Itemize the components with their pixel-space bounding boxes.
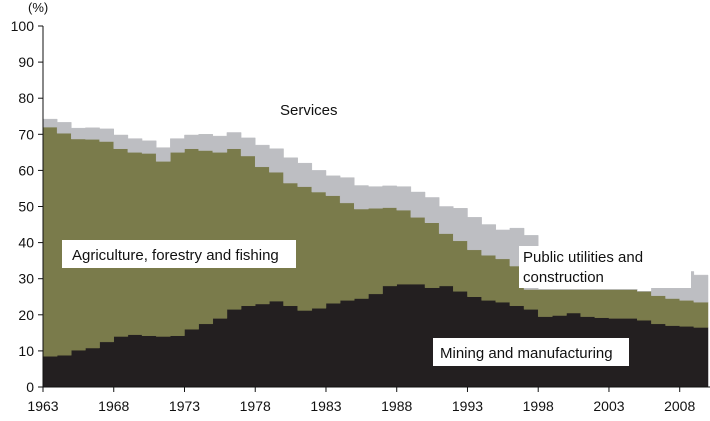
x-tick-label: 1988 bbox=[381, 398, 412, 414]
annotation-utilities-line2: construction bbox=[523, 269, 604, 286]
x-tick-label: 1978 bbox=[240, 398, 271, 414]
x-tick-label: 1973 bbox=[169, 398, 200, 414]
x-tick-label: 1998 bbox=[523, 398, 554, 414]
y-tick-label: 30 bbox=[18, 271, 34, 287]
y-tick-label: 20 bbox=[18, 307, 34, 323]
y-tick-label: 60 bbox=[18, 162, 34, 178]
y-unit-label: (%) bbox=[28, 0, 48, 15]
x-tick-label: 1983 bbox=[310, 398, 341, 414]
annotation-utilities-line1: Public utilities and bbox=[523, 249, 643, 266]
x-tick-label: 1963 bbox=[27, 398, 58, 414]
x-tick-label: 2008 bbox=[664, 398, 695, 414]
annotation-agriculture: Agriculture, forestry and fishing bbox=[72, 247, 279, 264]
x-tick-label: 2003 bbox=[593, 398, 624, 414]
annotation-mining: Mining and manufacturing bbox=[440, 345, 613, 362]
x-tick-label: 1993 bbox=[452, 398, 483, 414]
y-tick-label: 40 bbox=[18, 235, 34, 251]
annotation-services: Services bbox=[280, 102, 338, 119]
y-tick-label: 0 bbox=[26, 379, 34, 395]
y-tick-label: 70 bbox=[18, 126, 34, 142]
annotation-box-agriculture bbox=[62, 240, 296, 268]
y-tick-label: 80 bbox=[18, 90, 34, 106]
annotation-box-utilities bbox=[519, 246, 691, 288]
band-public-utilities-and-construction bbox=[42, 118, 709, 303]
y-tick-label: 50 bbox=[18, 199, 34, 215]
y-tick-label: 10 bbox=[18, 343, 34, 359]
x-ticks: 1963 1968 1973 1978 1983 1988 1993 1998 2003 2008 bbox=[27, 387, 695, 414]
y-tick-label: 100 bbox=[11, 18, 35, 34]
y-tick-label: 90 bbox=[18, 54, 34, 70]
x-tick-label: 1968 bbox=[98, 398, 129, 414]
annotation-box-mining bbox=[433, 338, 629, 366]
y-ticks: 0 10 20 30 40 50 60 70 80 90 100 bbox=[11, 18, 43, 395]
